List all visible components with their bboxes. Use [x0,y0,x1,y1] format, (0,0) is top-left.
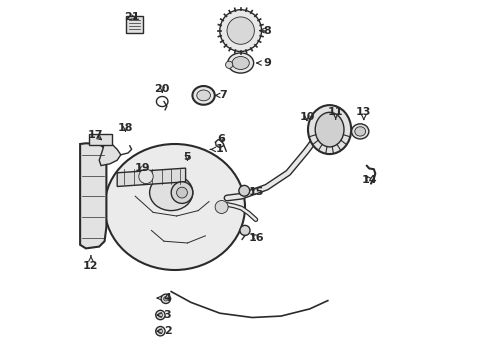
Polygon shape [80,143,106,248]
Circle shape [227,17,254,44]
Circle shape [239,185,250,196]
Text: 11: 11 [328,107,343,120]
Circle shape [161,294,171,303]
Text: 15: 15 [249,187,264,197]
Text: 18: 18 [118,123,133,133]
Circle shape [156,327,165,336]
Text: 19: 19 [135,163,150,174]
Ellipse shape [228,53,254,73]
Text: 3: 3 [157,310,171,320]
Circle shape [240,225,250,235]
Text: 5: 5 [184,152,191,162]
Polygon shape [117,168,186,186]
Circle shape [220,10,262,51]
Circle shape [225,61,233,68]
Ellipse shape [355,127,366,136]
Ellipse shape [308,105,351,154]
Ellipse shape [197,90,210,101]
Text: 21: 21 [124,12,139,22]
Circle shape [139,169,153,184]
Text: 14: 14 [362,175,377,185]
Circle shape [158,329,163,333]
Text: 16: 16 [249,233,264,243]
Text: 7: 7 [216,90,227,100]
Polygon shape [99,142,121,166]
Text: 1: 1 [210,144,223,154]
FancyBboxPatch shape [89,134,112,145]
Text: 17: 17 [88,130,103,140]
Text: 20: 20 [154,84,170,94]
Ellipse shape [193,86,215,105]
Text: 13: 13 [356,107,371,120]
Ellipse shape [232,57,249,69]
Text: 4: 4 [157,293,171,303]
Text: 6: 6 [218,134,225,144]
Circle shape [171,182,193,203]
Text: 12: 12 [83,256,98,271]
Ellipse shape [149,175,193,211]
Text: 8: 8 [260,26,271,36]
Ellipse shape [104,144,245,270]
Circle shape [158,313,163,317]
Text: 2: 2 [157,326,171,336]
Ellipse shape [351,124,369,139]
Circle shape [176,187,187,198]
Circle shape [156,310,165,320]
FancyBboxPatch shape [126,16,143,33]
Circle shape [164,297,168,301]
Circle shape [215,201,228,213]
Text: 10: 10 [299,112,315,122]
Ellipse shape [315,112,344,147]
Text: 9: 9 [257,58,271,68]
